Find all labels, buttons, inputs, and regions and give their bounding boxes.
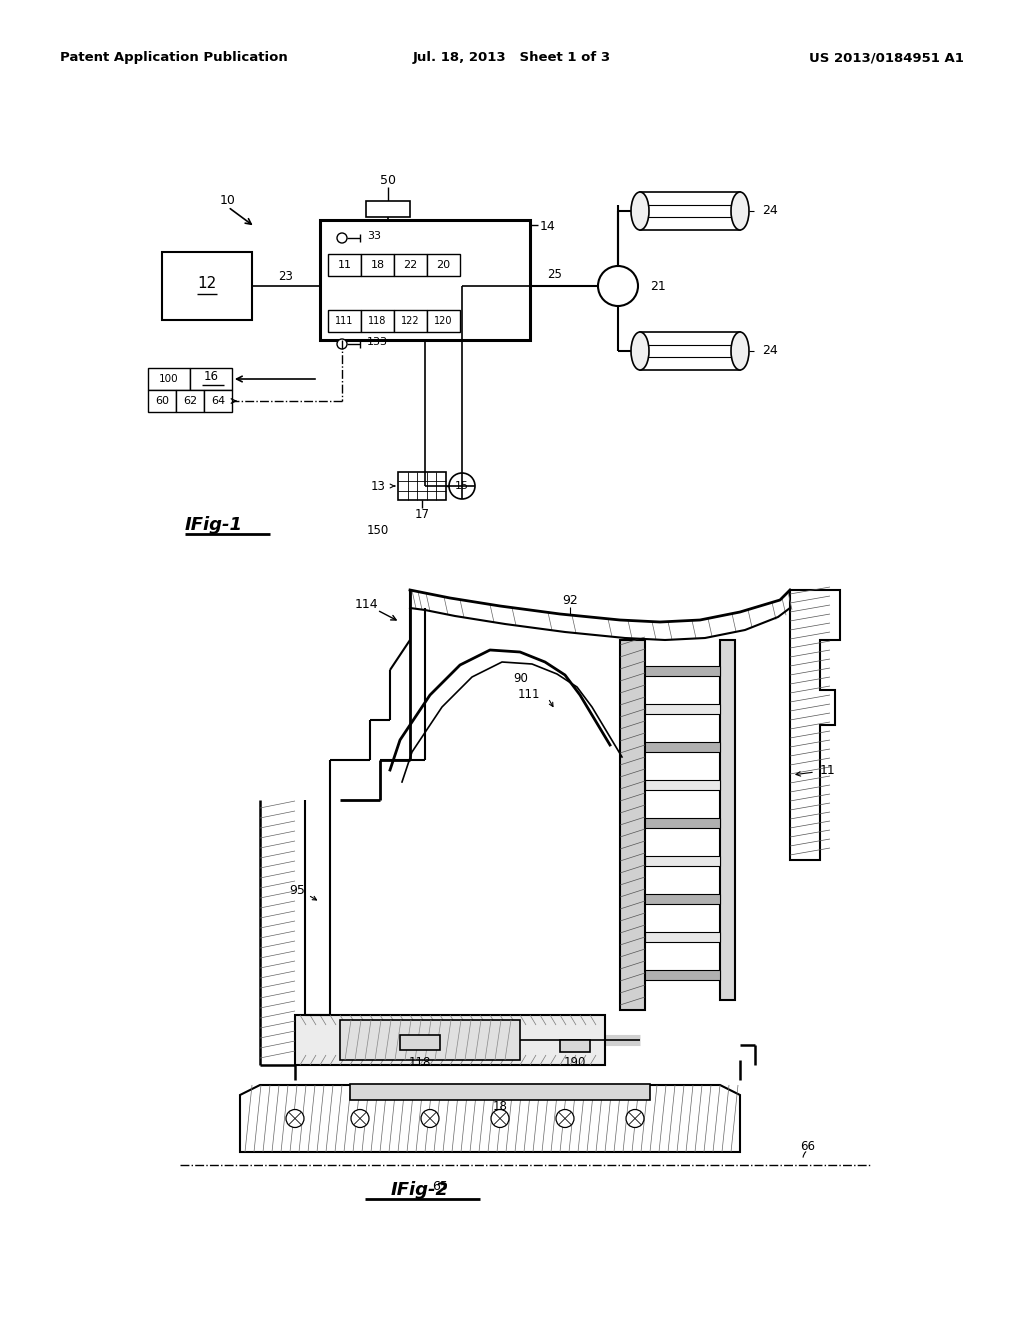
Bar xyxy=(427,310,460,333)
Text: 62: 62 xyxy=(183,396,197,407)
Circle shape xyxy=(337,234,347,243)
Bar xyxy=(720,640,735,1001)
Text: 33: 33 xyxy=(367,231,381,242)
Ellipse shape xyxy=(731,333,749,370)
Circle shape xyxy=(556,1110,574,1127)
Bar xyxy=(640,667,720,676)
Ellipse shape xyxy=(731,191,749,230)
Text: 17: 17 xyxy=(415,508,429,521)
Bar xyxy=(560,1040,590,1052)
Bar xyxy=(319,220,530,341)
Bar xyxy=(620,640,645,1010)
Text: 95: 95 xyxy=(289,883,305,896)
Text: 25: 25 xyxy=(548,268,562,281)
Circle shape xyxy=(421,1110,439,1127)
Bar xyxy=(361,310,394,333)
Text: 10: 10 xyxy=(220,194,236,206)
Text: 64: 64 xyxy=(211,396,225,407)
Text: 122: 122 xyxy=(401,315,420,326)
Circle shape xyxy=(598,267,638,306)
Text: 20: 20 xyxy=(436,260,451,271)
Text: 190: 190 xyxy=(564,1056,586,1069)
Text: IFig-2: IFig-2 xyxy=(391,1181,449,1199)
Bar xyxy=(640,333,740,370)
Polygon shape xyxy=(240,1085,740,1152)
Circle shape xyxy=(490,1110,509,1127)
Circle shape xyxy=(626,1110,644,1127)
Bar xyxy=(400,1035,440,1049)
Text: 114: 114 xyxy=(355,598,379,611)
Bar xyxy=(394,310,427,333)
Bar xyxy=(190,368,232,389)
Text: 66: 66 xyxy=(801,1140,815,1154)
Text: 65: 65 xyxy=(432,1180,447,1193)
Text: 15: 15 xyxy=(455,480,469,491)
Text: 21: 21 xyxy=(650,280,666,293)
Text: 120: 120 xyxy=(434,315,453,326)
Text: 111: 111 xyxy=(517,689,540,701)
Bar xyxy=(645,855,720,866)
Text: 118: 118 xyxy=(409,1056,431,1068)
Bar xyxy=(176,389,204,412)
Bar xyxy=(328,310,361,333)
Bar xyxy=(328,253,361,276)
Circle shape xyxy=(286,1110,304,1127)
Text: Jul. 18, 2013   Sheet 1 of 3: Jul. 18, 2013 Sheet 1 of 3 xyxy=(413,51,611,65)
Bar xyxy=(645,780,720,789)
Circle shape xyxy=(337,339,347,348)
Text: 133: 133 xyxy=(367,337,388,347)
Bar xyxy=(394,253,427,276)
Bar xyxy=(295,1015,605,1065)
Bar xyxy=(361,253,394,276)
Text: 24: 24 xyxy=(762,205,778,218)
Text: 50: 50 xyxy=(380,173,396,186)
Text: 11: 11 xyxy=(820,763,836,776)
Bar xyxy=(350,1084,650,1100)
Text: 90: 90 xyxy=(513,672,528,685)
Bar xyxy=(427,253,460,276)
Text: 118: 118 xyxy=(369,315,387,326)
Text: 24: 24 xyxy=(762,345,778,358)
Bar xyxy=(645,704,720,714)
Polygon shape xyxy=(790,590,840,861)
Bar xyxy=(645,932,720,942)
Bar xyxy=(398,473,446,500)
Text: 14: 14 xyxy=(540,219,556,232)
Bar xyxy=(366,201,410,216)
Text: 100: 100 xyxy=(159,374,179,384)
Bar xyxy=(340,1020,520,1060)
Ellipse shape xyxy=(631,333,649,370)
Text: 23: 23 xyxy=(279,271,294,284)
Circle shape xyxy=(351,1110,369,1127)
Bar xyxy=(640,742,720,752)
Bar xyxy=(640,818,720,828)
Text: 13: 13 xyxy=(371,479,386,492)
Text: US 2013/0184951 A1: US 2013/0184951 A1 xyxy=(809,51,964,65)
Text: 18: 18 xyxy=(493,1100,508,1113)
Bar xyxy=(640,894,720,904)
Bar xyxy=(148,368,190,389)
Text: 11: 11 xyxy=(338,260,351,271)
Text: 22: 22 xyxy=(403,260,418,271)
Bar xyxy=(162,252,252,319)
Bar xyxy=(148,389,176,412)
Text: 16: 16 xyxy=(204,370,218,383)
Text: 12: 12 xyxy=(198,276,217,290)
Text: 18: 18 xyxy=(371,260,385,271)
Ellipse shape xyxy=(631,191,649,230)
Text: 111: 111 xyxy=(335,315,353,326)
Text: 60: 60 xyxy=(155,396,169,407)
Text: 150: 150 xyxy=(367,524,389,536)
Text: IFig-1: IFig-1 xyxy=(185,516,243,535)
Text: 92: 92 xyxy=(562,594,578,606)
Circle shape xyxy=(449,473,475,499)
Bar xyxy=(204,389,232,412)
Bar xyxy=(640,191,740,230)
Text: Patent Application Publication: Patent Application Publication xyxy=(60,51,288,65)
Bar xyxy=(640,970,720,979)
